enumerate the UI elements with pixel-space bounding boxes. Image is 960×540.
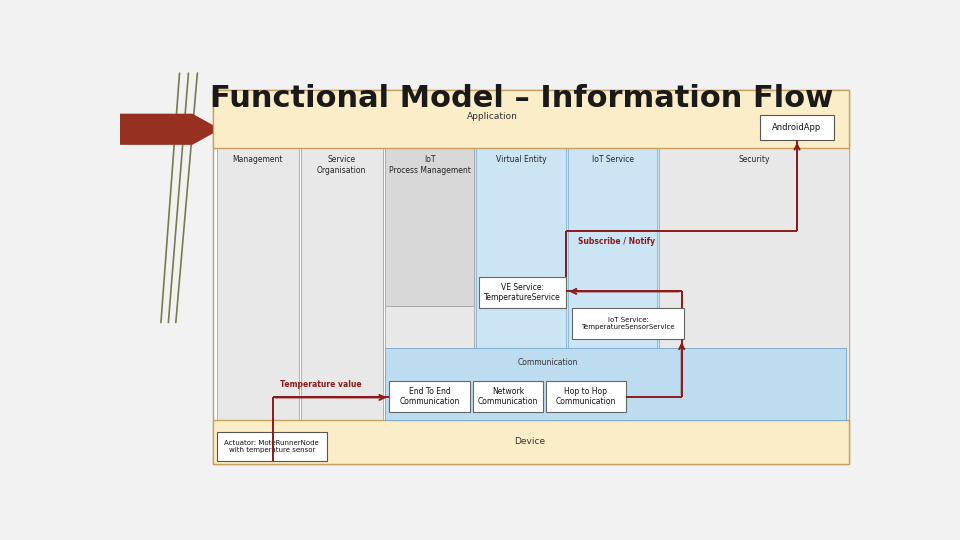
Bar: [476, 148, 565, 420]
Text: AndroidApp: AndroidApp: [773, 123, 822, 132]
Text: Virtual Entity: Virtual Entity: [495, 156, 546, 165]
Bar: [213, 420, 849, 464]
Text: Subscribe / Notify: Subscribe / Notify: [578, 237, 655, 246]
Text: Service
Organisation: Service Organisation: [317, 156, 367, 175]
Text: Management: Management: [232, 156, 283, 165]
Text: Security: Security: [738, 156, 770, 165]
Bar: [545, 381, 626, 412]
Text: Actuator: MoteRunnerNode
with temperature sensor: Actuator: MoteRunnerNode with temperatur…: [225, 440, 319, 453]
Bar: [568, 148, 658, 420]
Bar: [385, 148, 474, 306]
Bar: [760, 114, 834, 140]
Text: Communication: Communication: [517, 358, 578, 367]
Text: IoT Service: IoT Service: [591, 156, 634, 165]
Bar: [213, 90, 849, 464]
Bar: [213, 90, 849, 148]
Text: Network
Communication: Network Communication: [478, 387, 539, 406]
Bar: [217, 431, 326, 461]
Bar: [385, 148, 474, 420]
Text: End To End
Communication: End To End Communication: [399, 387, 460, 406]
Bar: [385, 148, 660, 420]
Bar: [300, 148, 383, 420]
Bar: [390, 381, 469, 412]
Text: IoT
Process Management: IoT Process Management: [389, 156, 470, 175]
Bar: [660, 148, 849, 420]
Text: Device: Device: [514, 437, 544, 447]
Polygon shape: [120, 113, 221, 145]
Text: VE Service:
TemperatureService: VE Service: TemperatureService: [484, 283, 561, 302]
Text: Application: Application: [467, 112, 517, 122]
Text: IoT Service:
TemperatureSensorService: IoT Service: TemperatureSensorService: [582, 317, 675, 330]
Bar: [472, 381, 543, 412]
Bar: [572, 308, 684, 339]
Bar: [385, 348, 846, 420]
Bar: [479, 277, 566, 308]
Text: Temperature value: Temperature value: [280, 381, 362, 389]
Text: Functional Model – Information Flow: Functional Model – Information Flow: [210, 84, 833, 112]
Bar: [217, 148, 299, 420]
Text: Hop to Hop
Communication: Hop to Hop Communication: [556, 387, 616, 406]
